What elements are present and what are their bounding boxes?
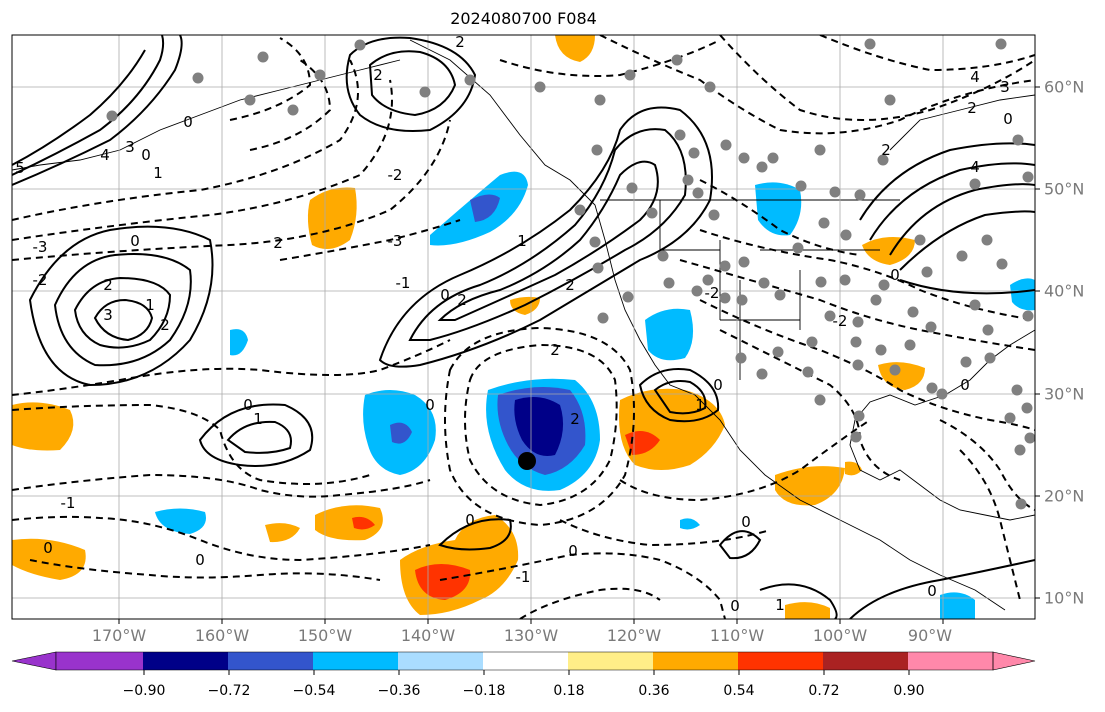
contour-label: 0 bbox=[960, 376, 970, 394]
colorbar-tick-label: 0.54 bbox=[723, 683, 755, 699]
storm-center-marker bbox=[518, 452, 536, 470]
contour-label: 2 bbox=[373, 66, 383, 84]
colorbar-tick-label: −0.18 bbox=[462, 683, 506, 699]
contour-label: 0 bbox=[730, 597, 740, 615]
contour-label: 0 bbox=[890, 266, 900, 284]
contour-label: 2 bbox=[565, 276, 575, 294]
contour-label: -2 bbox=[705, 284, 720, 302]
colorbar-tick-label: −0.90 bbox=[122, 683, 166, 699]
contour-label: 2 bbox=[455, 33, 465, 51]
contour-label: 4 bbox=[970, 158, 980, 176]
contour-label: -1 bbox=[516, 568, 531, 586]
contour-label: 3 bbox=[1000, 78, 1010, 96]
contour-label: 1 bbox=[253, 410, 263, 428]
colorbar-tick-label: 0.18 bbox=[553, 683, 585, 699]
contour-label: 1 bbox=[695, 396, 705, 414]
contour-label: 0 bbox=[130, 232, 140, 250]
contour-labels: 3 2 2 1 0 1 0 -3 -2 -1 0 0 -2 -3 2 0 2 -… bbox=[15, 33, 1013, 615]
lon-label: 140°W bbox=[400, 626, 456, 645]
map-title: 2024080700 F084 bbox=[450, 9, 597, 28]
lat-label: 60°N bbox=[1044, 77, 1085, 97]
contours-positive bbox=[12, 35, 1035, 619]
lon-label: 90°W bbox=[907, 626, 953, 645]
contour-label: 1 bbox=[517, 232, 527, 250]
colorbar-tick-label: −0.36 bbox=[377, 683, 421, 699]
coastlines bbox=[12, 39, 1035, 611]
contour-label: 0 bbox=[243, 396, 253, 414]
lon-label: 160°W bbox=[194, 626, 250, 645]
contour-label: -3 bbox=[388, 232, 403, 250]
contour-label: 3 bbox=[103, 306, 113, 324]
station-dots bbox=[106, 38, 1035, 510]
contour-label: -1 bbox=[61, 494, 76, 512]
lat-label: 20°N bbox=[1044, 486, 1085, 506]
contour-label: 0 bbox=[141, 146, 151, 164]
contour-label: 1 bbox=[153, 164, 163, 182]
contour-label: 0 bbox=[927, 582, 937, 600]
contour-label: 0 bbox=[741, 513, 751, 531]
anomaly-fills bbox=[12, 35, 1035, 619]
contour-label: 0 bbox=[465, 511, 475, 529]
colorbar-tick-label: 0.36 bbox=[638, 683, 670, 699]
contour-label: 2 bbox=[881, 141, 891, 159]
contour-label: 0 bbox=[43, 539, 53, 557]
lat-label: 40°N bbox=[1044, 281, 1085, 301]
colorbar bbox=[11, 651, 1036, 675]
lon-label: 110°W bbox=[709, 626, 765, 645]
contour-label: -1 bbox=[396, 274, 411, 292]
contour-label: -2 bbox=[388, 166, 403, 184]
contour-label: -3 bbox=[33, 238, 48, 256]
contour-label: 1 bbox=[775, 596, 785, 614]
lon-label: 120°W bbox=[606, 626, 662, 645]
colorbar-tick-label: −0.72 bbox=[207, 683, 251, 699]
lat-label: 50°N bbox=[1044, 179, 1085, 199]
lon-label: 130°W bbox=[503, 626, 559, 645]
contour-label: -2 bbox=[833, 312, 848, 330]
contour-label: -2 bbox=[33, 271, 48, 289]
contour-label: 4 bbox=[970, 68, 980, 86]
contour-label: 0 bbox=[183, 113, 193, 131]
contours-negative bbox=[12, 35, 1035, 619]
contour-label: 0 bbox=[425, 396, 435, 414]
axis-ticks bbox=[118, 86, 1040, 624]
contour-label: 2 bbox=[550, 341, 560, 359]
contour-label: 0 bbox=[440, 286, 450, 304]
contour-label: 4 bbox=[100, 146, 110, 164]
contour-label: 0 bbox=[568, 542, 578, 560]
colorbar-tick-label: 0.72 bbox=[808, 683, 840, 699]
contour-label: 2 bbox=[273, 234, 283, 252]
contour-label: 2 bbox=[103, 276, 113, 294]
lat-label: 10°N bbox=[1044, 588, 1085, 608]
contour-label: 2 bbox=[570, 410, 580, 428]
lon-label: 150°W bbox=[297, 626, 353, 645]
contour-label: 0 bbox=[195, 551, 205, 569]
contour-label: 1 bbox=[145, 296, 155, 314]
contour-label: 0 bbox=[1003, 110, 1013, 128]
lon-label: 100°W bbox=[812, 626, 868, 645]
contour-label: 2 bbox=[160, 316, 170, 334]
colorbar-tick-label: −0.54 bbox=[292, 683, 336, 699]
contour-label: 2 bbox=[457, 291, 467, 309]
contour-label: 5 bbox=[15, 159, 25, 177]
contour-label: 2 bbox=[967, 99, 977, 117]
lat-label: 30°N bbox=[1044, 384, 1085, 404]
contour-label: 0 bbox=[713, 376, 723, 394]
contour-label: 3 bbox=[125, 138, 135, 156]
lon-label: 170°W bbox=[91, 626, 147, 645]
colorbar-tick-label: 0.90 bbox=[893, 683, 925, 699]
